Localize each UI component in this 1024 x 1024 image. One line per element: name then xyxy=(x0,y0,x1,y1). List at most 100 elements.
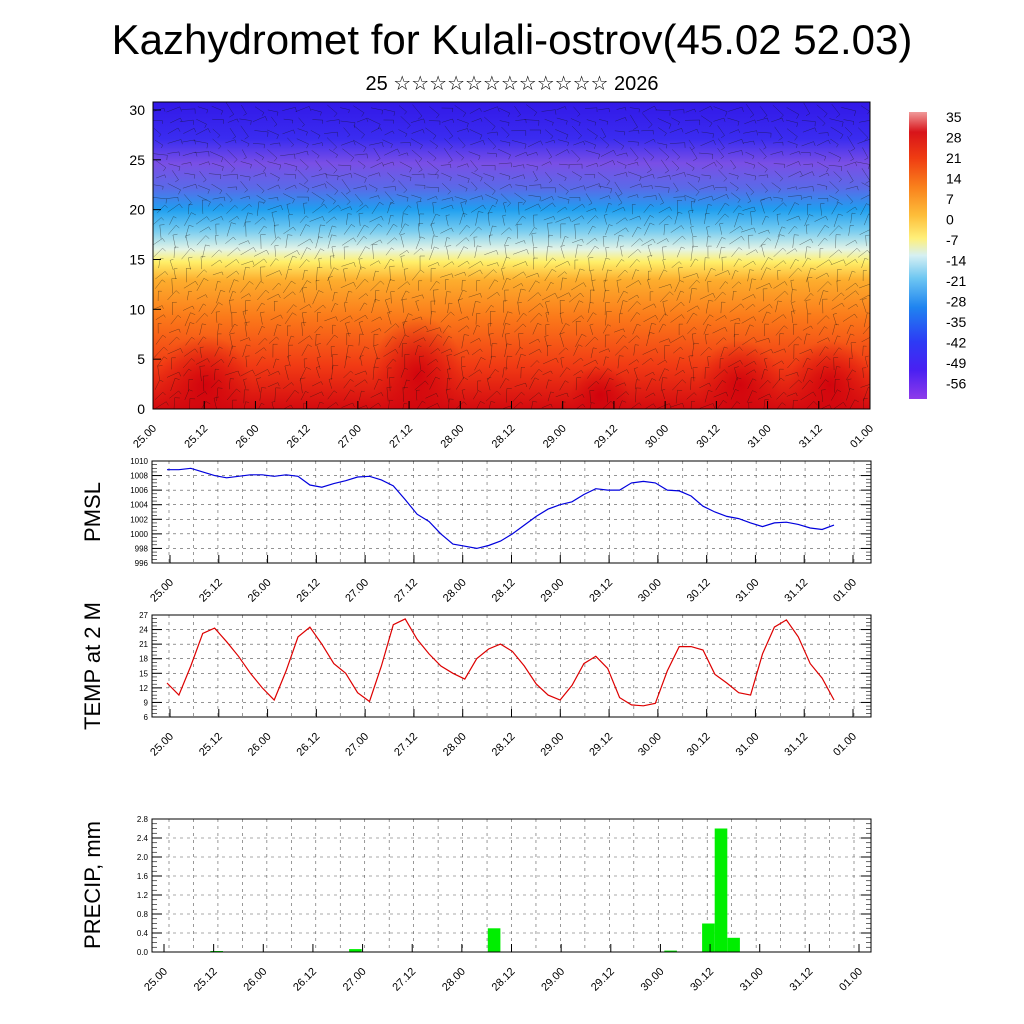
y-tick-label: 15 xyxy=(129,251,145,267)
y-tick-label: 998 xyxy=(135,544,149,553)
precip-bar xyxy=(664,950,677,952)
x-tick-label: 31.12 xyxy=(782,577,810,605)
x-tick-label: 26.00 xyxy=(234,423,262,451)
colorbar-label: -28 xyxy=(946,294,966,310)
x-tick-label: 27.00 xyxy=(343,731,371,759)
colorbar-label: -42 xyxy=(946,335,966,351)
y-tick-label: 12 xyxy=(139,684,148,693)
y-tick-label: 2.8 xyxy=(137,815,149,824)
temp-panel: 6 9 12 15 18 21 24 27 25.00 25.12 26.00 26.12 27.00… xyxy=(80,602,872,759)
pmsl-series-line xyxy=(167,467,835,550)
precip-grid xyxy=(152,818,871,953)
y-tick-label: 0.8 xyxy=(137,910,149,919)
y-tick-label: 1002 xyxy=(130,515,148,524)
x-tick-label: 28.12 xyxy=(490,577,518,605)
y-tick-label: 24 xyxy=(139,626,148,635)
colorbar-label: 28 xyxy=(946,130,962,146)
x-tick-label: 26.00 xyxy=(241,966,269,994)
precip-bars xyxy=(210,828,740,953)
x-tick-label: 25.00 xyxy=(148,731,176,759)
x-tick-label: 30.00 xyxy=(643,423,671,451)
x-tick-label: 31.12 xyxy=(788,966,816,994)
x-tick-label: 28.00 xyxy=(438,423,466,451)
pmsl-y-axis: 996 998 1000 1002 1004 1006 1008 1010 xyxy=(130,457,871,568)
x-tick-label: 01.00 xyxy=(831,577,859,605)
x-tick-label: 25.12 xyxy=(182,423,210,451)
y-tick-label: 10 xyxy=(129,301,145,317)
x-tick-label: 30.00 xyxy=(636,731,664,759)
colorbar-label: 21 xyxy=(946,150,962,166)
colorbar-label: 35 xyxy=(946,109,962,125)
temp-series-line xyxy=(166,618,835,707)
precip-panel: 0.0 0.4 0.8 1.2 1.6 2.0 2.4 2.8 25.00 25.12 26.00… xyxy=(80,815,872,994)
x-tick-label: 27.00 xyxy=(341,966,369,994)
y-tick-label: 1.6 xyxy=(137,872,149,881)
hot-blob xyxy=(372,315,464,409)
pmsl-x-axis: 25.00 25.12 26.00 26.12 27.00 27.12 28.00 28.12… xyxy=(148,555,859,605)
y-tick-label: 6 xyxy=(144,713,149,722)
x-tick-label: 27.12 xyxy=(387,423,415,451)
x-tick-label: 25.00 xyxy=(148,577,176,605)
colorbar-label: 0 xyxy=(946,212,954,228)
y-tick-label: 27 xyxy=(139,611,148,620)
x-tick-label: 31.00 xyxy=(746,423,774,451)
x-tick-label: 26.12 xyxy=(291,966,319,994)
temp-grid xyxy=(152,614,871,718)
y-tick-label: 9 xyxy=(144,698,149,707)
precip-bar xyxy=(349,949,362,952)
precip-bar xyxy=(727,937,740,953)
hot-blob xyxy=(570,365,630,409)
x-tick-label: 30.00 xyxy=(636,577,664,605)
precip-ylabel: PRECIP, mm xyxy=(80,821,105,949)
x-tick-label: 28.12 xyxy=(490,423,518,451)
x-tick-label: 01.00 xyxy=(848,423,876,451)
x-tick-label: 26.00 xyxy=(246,577,274,605)
x-tick-label: 30.12 xyxy=(695,423,723,451)
x-tick-label: 25.12 xyxy=(197,577,225,605)
x-tick-label: 31.12 xyxy=(782,731,810,759)
pmsl-ylabel: PMSL xyxy=(80,482,105,542)
temp-ylabel: TEMP at 2 M xyxy=(80,602,105,730)
x-tick-label: 26.12 xyxy=(295,731,323,759)
y-tick-label: 1006 xyxy=(130,486,148,495)
precip-bar xyxy=(702,923,715,952)
x-tick-label: 26.12 xyxy=(285,423,313,451)
cross-section-y-axis: 0 5 10 15 20 25 30 xyxy=(129,102,161,417)
x-tick-label: 27.12 xyxy=(392,731,420,759)
chart-subtitle: 25 ☆☆☆☆☆☆☆☆☆☆☆☆ 2026 xyxy=(365,73,659,95)
precip-bar xyxy=(487,928,501,953)
x-tick-label: 25.00 xyxy=(131,423,159,451)
temp-x-axis: 25.00 25.12 26.00 26.12 27.00 27.12 28.00 28.12… xyxy=(148,709,859,759)
x-tick-label: 28.00 xyxy=(441,731,469,759)
x-tick-label: 30.00 xyxy=(639,966,667,994)
colorbar-label: -14 xyxy=(946,253,966,269)
colorbar-label: -21 xyxy=(946,273,966,289)
y-tick-label: 1004 xyxy=(130,501,148,510)
x-tick-label: 28.12 xyxy=(490,966,518,994)
x-tick-label: 29.00 xyxy=(539,966,567,994)
x-tick-label: 31.12 xyxy=(797,423,825,451)
y-tick-label: 0 xyxy=(137,401,145,417)
x-tick-label: 31.00 xyxy=(738,966,766,994)
pmsl-panel: 996 998 1000 1002 1004 1006 1008 1010 25.00 25.1… xyxy=(80,457,872,605)
colorbar-label: -49 xyxy=(946,355,966,371)
x-tick-label: 26.00 xyxy=(246,731,274,759)
y-tick-label: 1010 xyxy=(130,457,148,466)
chart-title: Kazhydromet for Kulali-ostrov(45.02 52.0… xyxy=(111,16,913,63)
cross-section-panel: 0 5 10 15 20 25 30 25.00 25.12 26.00 26.12 27.00 27… xyxy=(129,101,966,451)
x-tick-label: 28.00 xyxy=(441,577,469,605)
x-tick-label: 29.00 xyxy=(538,731,566,759)
colorbar-label: -35 xyxy=(946,314,966,330)
y-tick-label: 0.0 xyxy=(137,948,149,957)
colorbar-labels: 35 28 21 14 7 0 -7 -14 -21 -28 -35 -42 -49 -56 xyxy=(946,109,966,392)
x-tick-label: 29.00 xyxy=(538,577,566,605)
x-tick-label: 30.12 xyxy=(688,966,716,994)
colorbar-label: -7 xyxy=(946,232,959,248)
x-tick-label: 25.12 xyxy=(197,731,225,759)
x-tick-label: 27.00 xyxy=(336,423,364,451)
colorbar-label: 14 xyxy=(946,171,962,187)
y-tick-label: 25 xyxy=(129,152,145,168)
y-tick-label: 1008 xyxy=(130,472,148,481)
hot-blob xyxy=(788,340,870,409)
y-tick-label: 2.0 xyxy=(137,853,149,862)
